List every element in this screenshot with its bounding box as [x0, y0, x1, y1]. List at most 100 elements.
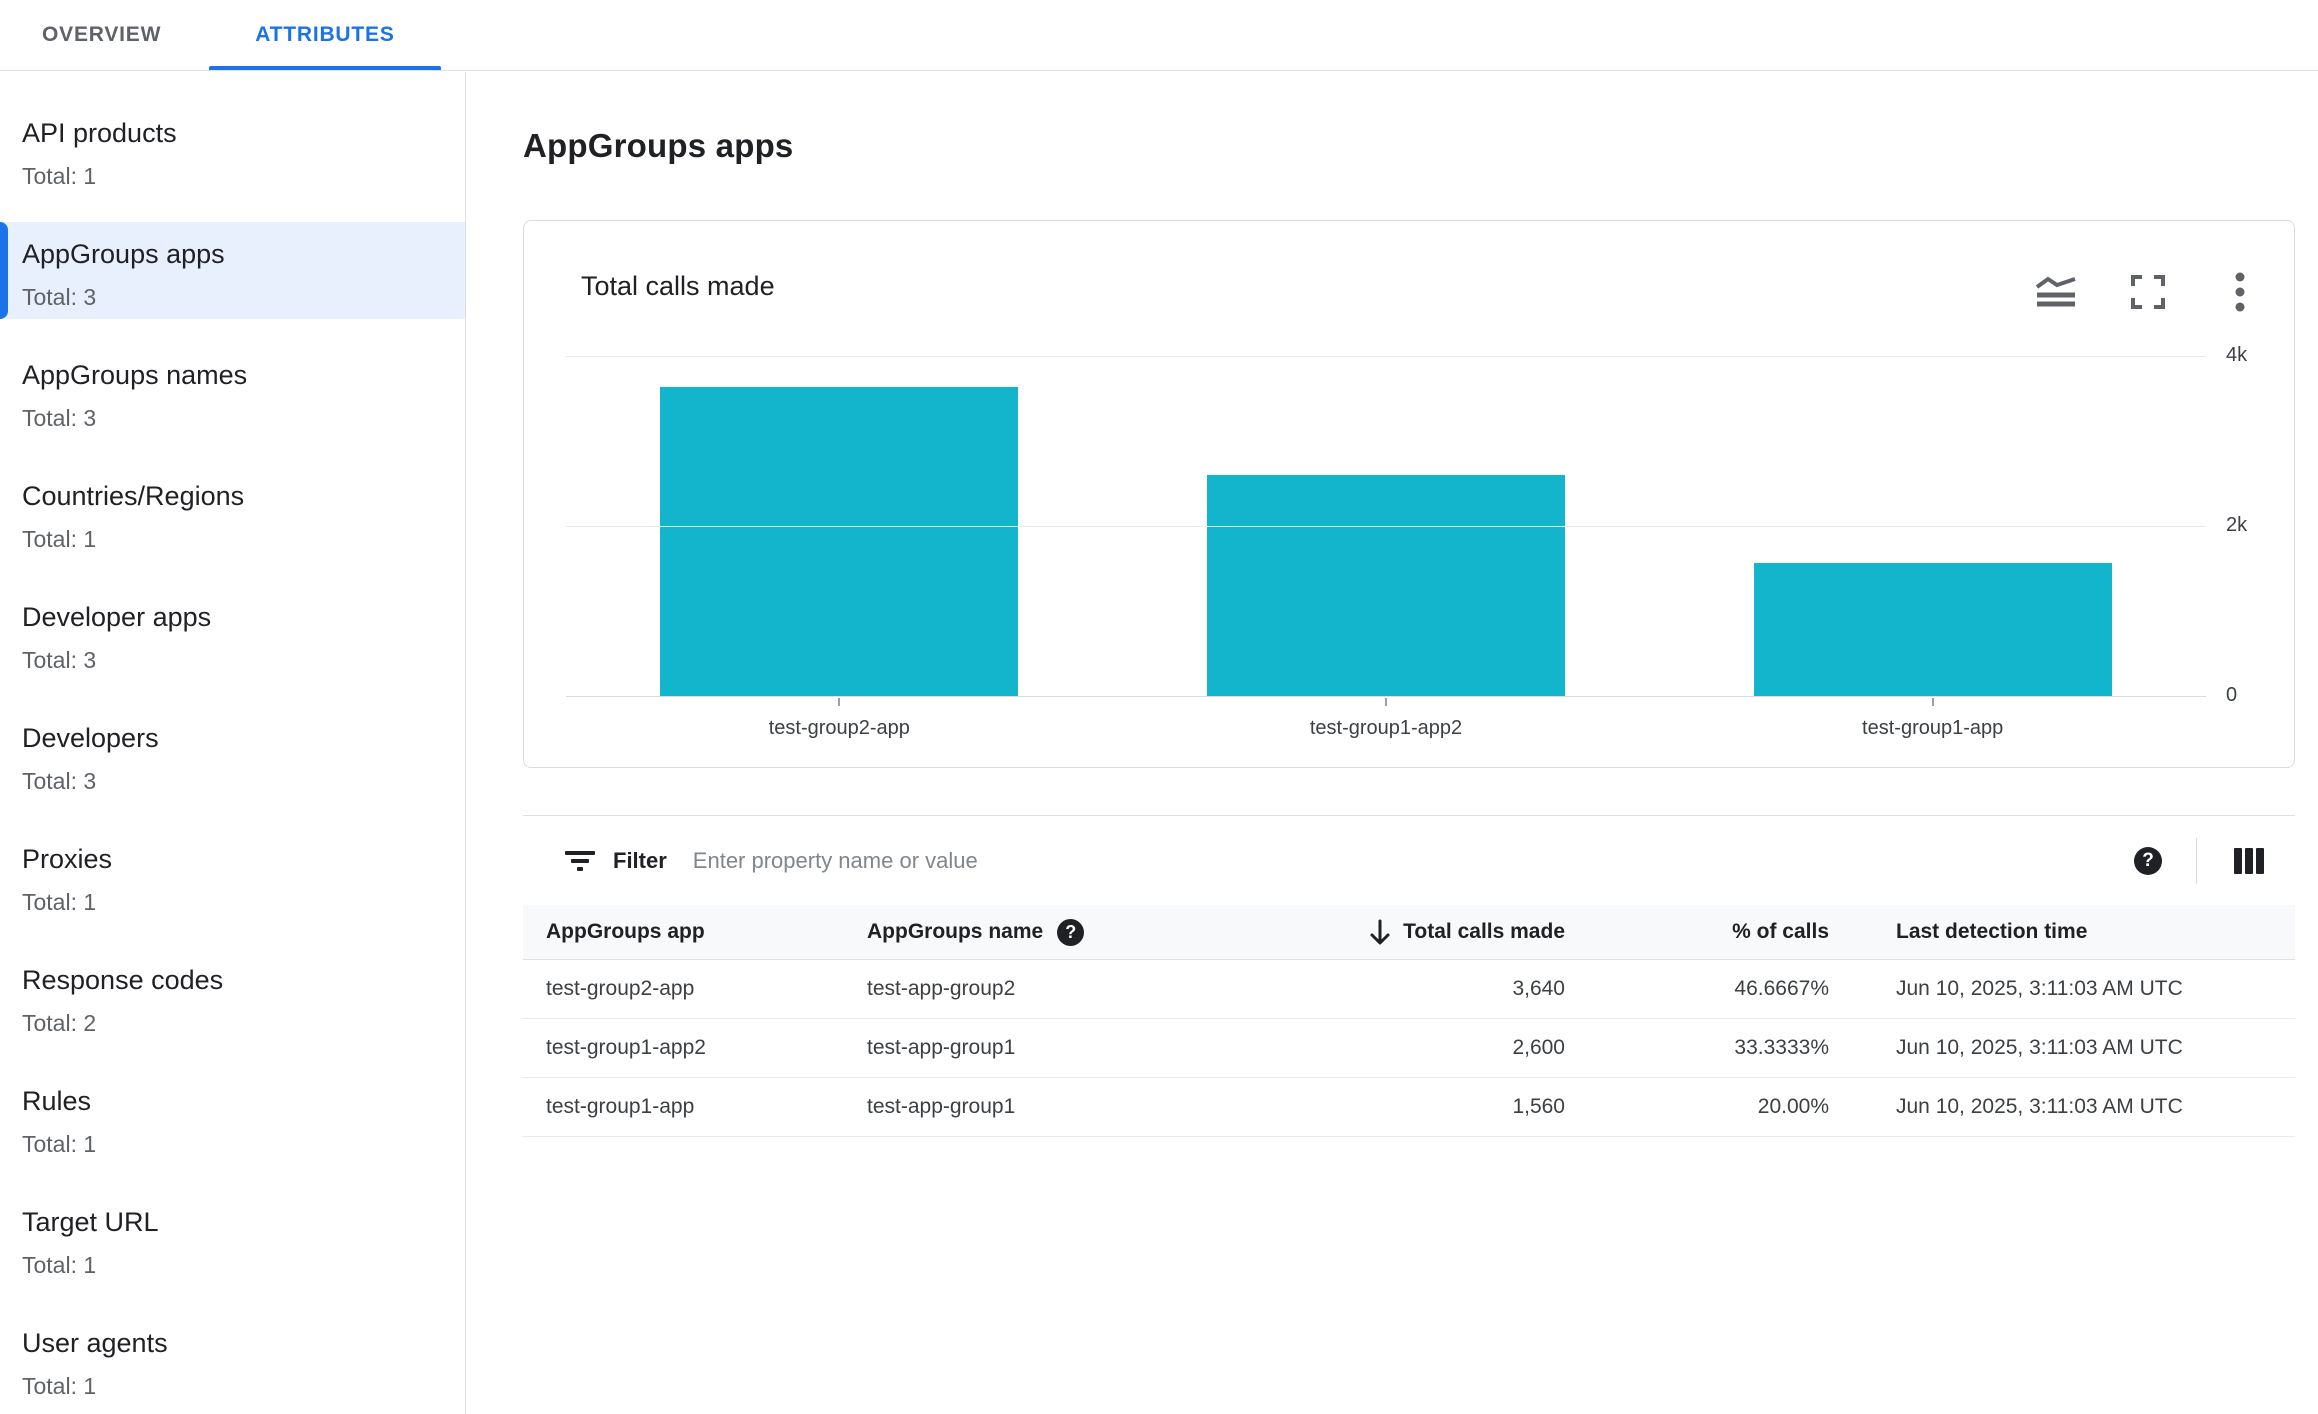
sidebar-item-total: Total: 1 — [22, 889, 97, 915]
x-axis-tick — [1385, 698, 1387, 706]
x-axis-label: test-group1-app2 — [1309, 717, 1463, 739]
sidebar-item-developers[interactable]: Developers Total: 3 — [0, 706, 465, 803]
cell-name: test-app-group1 — [867, 1036, 1016, 1059]
sidebar-item-developer-apps[interactable]: Developer apps Total: 3 — [0, 585, 465, 682]
sidebar-item-api-products[interactable]: API products Total: 1 — [0, 101, 465, 198]
table-header: AppGroups app AppGroups name ? Total cal… — [523, 905, 2295, 960]
tab-overview[interactable]: OVERVIEW — [42, 23, 162, 46]
bar-test-group2-app[interactable] — [660, 386, 1019, 696]
x-axis-tick — [838, 698, 841, 706]
sidebar-item-label: Countries/Regions — [22, 481, 245, 511]
column-help-icon[interactable]: ? — [1057, 918, 1085, 946]
selected-indicator — [0, 222, 8, 319]
table-section: Filter ? AppGroups app AppGroups name ? — [523, 815, 2295, 1137]
sidebar-item-label: AppGroups names — [22, 360, 248, 390]
main-content: AppGroups apps Total calls made — [467, 71, 2318, 1414]
cell-calls: 3,640 — [1512, 977, 1565, 1000]
table-row[interactable]: test-group1-app2 test-app-group1 2,600 33.3… — [523, 1019, 2295, 1078]
table-row[interactable]: test-group1-app test-app-group1 1,560 20.00… — [523, 1078, 2295, 1137]
y-axis-label: 0 — [2226, 684, 2238, 706]
sidebar-item-user-agents[interactable]: User agents Total: 1 — [0, 1311, 465, 1408]
sidebar-item-total: Total: 3 — [22, 647, 97, 673]
cell-app: test-group1-app2 — [546, 1036, 706, 1059]
sidebar-item-countries-regions[interactable]: Countries/Regions Total: 1 — [0, 464, 465, 561]
column-header-appgroups-app[interactable]: AppGroups app — [546, 920, 705, 943]
sidebar-item-total: Total: 1 — [22, 1373, 97, 1399]
column-header-label: Total calls made — [1403, 920, 1565, 943]
sidebar-item-rules[interactable]: Rules Total: 1 — [0, 1069, 465, 1166]
cell-name: test-app-group1 — [867, 1095, 1016, 1118]
cell-time: Jun 10, 2025, 3:11:03 AM UTC — [1896, 1095, 2183, 1118]
filter-icon[interactable] — [563, 848, 597, 874]
sidebar-item-label: Developers — [22, 723, 159, 753]
chart-card: Total calls made — [523, 220, 2295, 768]
fullscreen-icon[interactable] — [2126, 273, 2170, 311]
y-axis-label: 2k — [2226, 514, 2248, 536]
sidebar-item-label: Developer apps — [22, 602, 212, 632]
sidebar-item-response-codes[interactable]: Response codes Total: 2 — [0, 948, 465, 1045]
x-axis-label: test-group1-app — [1862, 717, 2004, 739]
column-header-pct-calls[interactable]: % of calls — [1732, 920, 1829, 943]
filter-row: Filter ? — [523, 815, 2295, 905]
tab-bar: OVERVIEW ATTRIBUTES — [0, 0, 2318, 71]
column-header-last-detection[interactable]: Last detection time — [1896, 920, 2088, 943]
sidebar-item-target-url[interactable]: Target URL Total: 1 — [0, 1190, 465, 1287]
column-settings-icon[interactable] — [2231, 845, 2267, 877]
bar-slot — [1113, 356, 1660, 696]
sort-desc-icon[interactable] — [1367, 918, 1393, 946]
sidebar-item-total: Total: 1 — [22, 1252, 97, 1278]
sidebar-item-appgroups-apps[interactable]: AppGroups apps Total: 3 — [0, 222, 465, 319]
column-header-appgroups-name[interactable]: AppGroups name ? — [867, 918, 1267, 946]
cell-calls: 2,600 — [1512, 1036, 1565, 1059]
gridline-2k — [566, 526, 2206, 527]
x-axis-tick — [1931, 698, 1934, 706]
sidebar-item-total: Total: 1 — [22, 1131, 97, 1157]
sidebar-item-label: Rules — [22, 1086, 92, 1116]
sidebar-item-label: API products — [22, 118, 177, 148]
sidebar-item-total: Total: 3 — [22, 768, 97, 794]
bar-slot — [566, 356, 1113, 696]
filter-label: Filter — [613, 847, 667, 873]
sidebar-item-label: User agents — [22, 1328, 168, 1358]
sidebar-item-label: Target URL — [22, 1207, 159, 1237]
gridline-4k — [566, 356, 2206, 357]
column-header-label: AppGroups name — [867, 920, 1044, 943]
cell-time: Jun 10, 2025, 3:11:03 AM UTC — [1896, 1036, 2183, 1059]
toolbar-divider — [2196, 837, 2197, 884]
chart-toolbar — [2034, 272, 2262, 312]
sidebar: API products Total: 1 AppGroups apps Total:… — [0, 72, 466, 1414]
table-body: test-group2-app test-app-group2 3,640 46.66… — [523, 960, 2295, 1137]
chart-title: Total calls made — [581, 271, 775, 301]
chart-type-icon[interactable] — [2034, 273, 2078, 311]
cell-calls: 1,560 — [1512, 1095, 1565, 1118]
filter-input[interactable] — [692, 847, 2134, 874]
x-axis-label: test-group2-app — [768, 717, 910, 739]
table-row[interactable]: test-group2-app test-app-group2 3,640 46.66… — [523, 960, 2295, 1019]
cell-app: test-group1-app — [546, 1095, 695, 1118]
cell-pct: 33.3333% — [1734, 1036, 1829, 1059]
more-options-icon[interactable] — [2218, 272, 2262, 312]
sidebar-item-total: Total: 2 — [22, 1010, 97, 1036]
sidebar-item-label: Response codes — [22, 965, 224, 995]
cell-app: test-group2-app — [546, 977, 695, 1000]
sidebar-item-appgroups-names[interactable]: AppGroups names Total: 3 — [0, 343, 465, 440]
cell-name: test-app-group2 — [867, 977, 1016, 1000]
y-axis-label: 4k — [2226, 344, 2248, 366]
cell-pct: 46.6667% — [1734, 977, 1829, 1000]
sidebar-item-total: Total: 1 — [22, 163, 97, 189]
tab-attributes[interactable]: ATTRIBUTES — [209, 0, 442, 70]
sidebar-item-total: Total: 3 — [22, 284, 97, 310]
sidebar-item-proxies[interactable]: Proxies Total: 1 — [0, 827, 465, 924]
cell-pct: 20.00% — [1757, 1095, 1829, 1118]
bar-chart: 4k 2k 0 test-group2-app test-group1-app2 test… — [566, 221, 2247, 769]
sidebar-item-label: AppGroups apps — [22, 239, 225, 269]
sidebar-item-total: Total: 1 — [22, 526, 97, 552]
sidebar-item-total: Total: 3 — [22, 405, 97, 431]
bar-slot — [1659, 356, 2206, 696]
cell-time: Jun 10, 2025, 3:11:03 AM UTC — [1896, 977, 2183, 1000]
filter-help-icon[interactable]: ? — [2134, 846, 2162, 875]
column-header-total-calls[interactable]: Total calls made — [1267, 918, 1565, 946]
bar-test-group1-app[interactable] — [1753, 563, 2112, 696]
page-title: AppGroups apps — [523, 127, 794, 164]
bar-test-group1-app2[interactable] — [1207, 475, 1565, 696]
